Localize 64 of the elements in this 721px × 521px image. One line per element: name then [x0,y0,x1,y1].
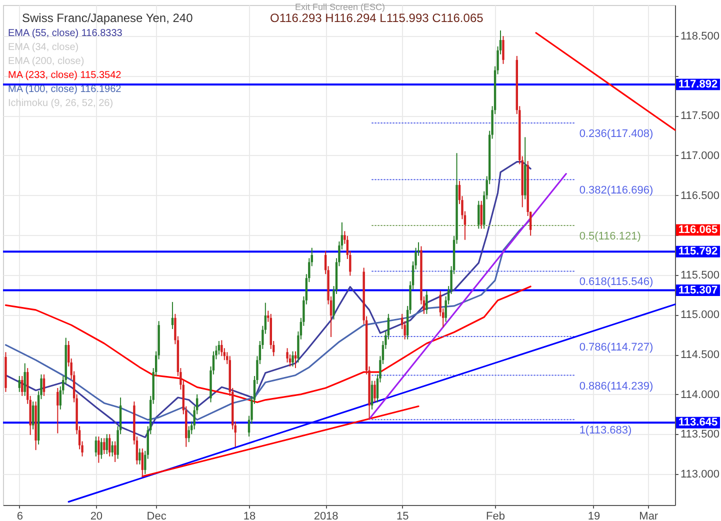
data-label: 0.786(114.727) [579,341,654,354]
y-tick-label: 118.500 [680,30,720,43]
y-tick-label: 113.500 [680,428,720,441]
data-label: 0.618(115.546) [579,276,654,288]
candlestick [286,348,288,363]
text: O116.293 H116.294 L115.993 C116.065 [270,11,484,25]
candlestick [426,290,428,314]
data-label: 0.236(117.408) [579,128,654,140]
ref-line-label: 113.645 [678,416,718,429]
candlestick [94,436,98,457]
data-label: 1(113.683) [579,424,632,437]
candlestick [98,436,100,464]
candlestick [114,440,116,463]
y-tick-label: 114.500 [680,349,720,362]
y-tick-label: 116.500 [680,190,720,202]
line-series [4,286,532,404]
candlestick [42,374,46,396]
candlestick [108,434,111,457]
x-tick-label: 15 [396,510,409,521]
candlestick [18,376,20,392]
candlestick [370,380,374,410]
candlestick [141,448,144,478]
candlestick [100,438,103,460]
candlestick [32,400,34,430]
candlestick [188,426,190,443]
data-label: 0.382(116.696) [579,184,654,197]
x-tick-label: 18 [243,510,256,521]
x-tick-label: Dec [146,510,167,521]
x-tick-label: 19 [588,510,600,521]
y-tick-label: 114.000 [680,388,720,401]
ref-line-label: 117.892 [678,78,718,90]
candlestick [138,448,141,465]
candlestick [111,440,114,457]
x-tick-label: 2018 [314,510,338,521]
ref-line-label: 115.307 [678,284,718,296]
line-series [4,161,532,438]
y-tick-label: 113.000 [680,468,720,480]
candlestick [106,434,108,455]
candlestick [24,362,26,396]
x-tick-label: Feb [486,510,506,521]
candlestick [103,438,106,455]
text: MA (233, close) 115.3542 [8,70,122,81]
text: MA (100, close) 116.1962 [8,84,122,95]
candlestick [502,36,504,64]
y-tick-label: 117.500 [680,110,720,122]
data-label: 0.886(114.239) [579,380,654,392]
text: 116.065 [678,224,718,236]
candlestick [56,387,59,434]
text: EMA (55, close) 116.8333 [8,28,123,39]
candlestick [220,340,223,357]
candlestick [218,340,220,356]
x-tick-label: 20 [90,510,103,521]
x-tick-label: 6 [16,510,23,521]
y-tick-label: 115.500 [680,269,720,282]
text: Swiss Franc/Japanese Yen, 240 [22,11,194,25]
candlestick [21,376,24,396]
data-label: 0.5(116.121) [579,230,641,242]
candlestick [292,350,294,367]
annotation: Exit Full Screen (ESC) [294,2,386,12]
y-tick-label: 117.000 [680,150,720,162]
candlestick [374,380,376,403]
y-tick-label: 115.000 [680,309,720,322]
ref-line-label: 115.792 [678,246,718,258]
x-tick-label: Mar [639,510,658,521]
